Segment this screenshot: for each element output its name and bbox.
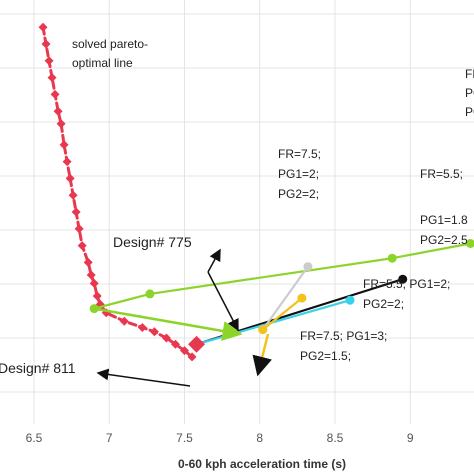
x-tick-label: 8.5 [327, 431, 344, 445]
data-point [77, 241, 87, 251]
annotation-label: solved pareto- [72, 37, 148, 51]
annotation-label: PG2=2; [278, 187, 319, 201]
annotation-label: FR=5.5; PG1=2; [363, 277, 450, 291]
annotation-label: FR=7.5; [278, 147, 321, 161]
annotations-layer: solved pareto-optimal line FR=7.5; PG1=2; P… [0, 37, 474, 376]
data-point [387, 253, 397, 263]
x-tick-label: 7 [106, 431, 113, 445]
data-point [86, 270, 96, 280]
data-point [145, 289, 155, 299]
data-point [161, 333, 171, 343]
arrow-775-up [207, 248, 221, 273]
data-point [345, 295, 355, 305]
data-point [44, 56, 54, 66]
data-point [71, 207, 81, 217]
data-point [303, 262, 313, 272]
annotation-label: PG2=1.5; [300, 349, 351, 363]
annotation-arrows [93, 248, 272, 387]
data-point [398, 274, 408, 284]
annotation-label: PG1=2; [278, 167, 319, 181]
data-point [258, 325, 268, 335]
data-point [92, 291, 102, 301]
series-line [261, 297, 303, 331]
data-point [65, 173, 75, 183]
series-layer [38, 22, 474, 362]
series-line [41, 25, 194, 359]
annotation-label: FR=7.5; PG1=3; [300, 329, 387, 343]
data-point [74, 224, 84, 234]
data-point [119, 316, 129, 326]
annotation-label: Design# 775 [113, 234, 192, 250]
data-point [149, 327, 159, 337]
series-line [261, 265, 309, 331]
arrow-775-down [207, 271, 239, 332]
x-tick-labels: 6.5 7 7.5 8 8.5 9 [26, 431, 414, 445]
data-point [56, 119, 66, 129]
data-point [68, 190, 78, 200]
arrow-811 [96, 368, 191, 387]
annotation-label: PG [465, 86, 474, 100]
annotation-label: Design# 811 [0, 360, 76, 376]
data-point [297, 293, 307, 303]
data-point [53, 106, 63, 116]
data-point [62, 157, 72, 167]
annotation-label: PG1=1.8 [420, 213, 468, 227]
series-line [93, 242, 472, 310]
design-811-marker [188, 335, 206, 353]
x-axis-label: 0-60 kph acceleration time (s) [178, 457, 346, 471]
annotation-label: PG2=2; [363, 297, 404, 311]
x-tick-label: 9 [407, 431, 414, 445]
data-point [47, 73, 57, 83]
x-tick-label: 7.5 [176, 431, 193, 445]
data-point [50, 89, 60, 99]
annotation-label: FR=5.5; [420, 167, 463, 181]
data-point [187, 352, 197, 362]
data-point [170, 339, 180, 349]
data-point [89, 278, 99, 288]
data-point [180, 346, 189, 356]
data-point [59, 140, 69, 150]
annotation-label: PG [465, 105, 474, 119]
data-point [83, 257, 93, 267]
data-point [38, 22, 48, 32]
green-arrow [93, 307, 243, 341]
data-point [41, 39, 51, 49]
x-tick-label: 6.5 [26, 431, 43, 445]
x-tick-label: 8 [256, 431, 263, 445]
annotation-label: FR [465, 67, 474, 81]
data-point [465, 239, 474, 248]
annotation-label: PG2=2.5 [420, 233, 468, 247]
yellow-arrow [252, 333, 272, 377]
data-point [137, 323, 147, 332]
annotation-label: optimal line [72, 56, 133, 70]
